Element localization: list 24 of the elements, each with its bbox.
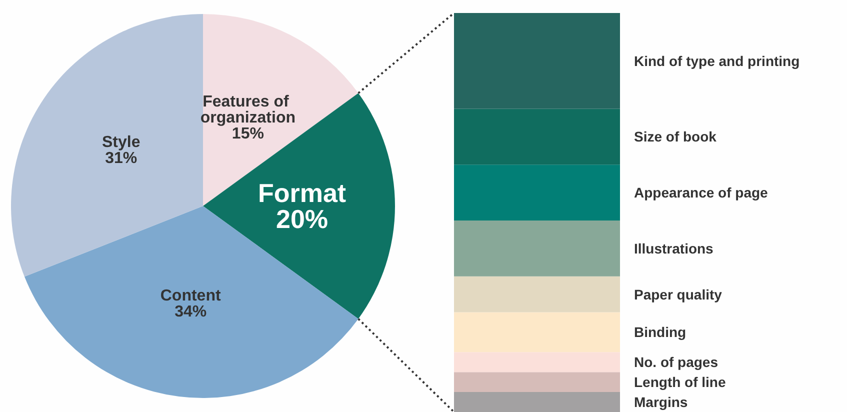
bar — [454, 108, 620, 165]
slice-label: Features of organization — [200, 93, 296, 126]
bar — [454, 392, 620, 412]
series-label: Illustrations — [634, 240, 714, 256]
data-label: 31% — [105, 150, 138, 167]
series-label: Paper quality — [634, 286, 722, 302]
bar — [454, 352, 620, 372]
series-label: Kind of type and printing — [634, 52, 800, 69]
series-label: Size of book — [634, 128, 717, 145]
bar — [454, 220, 620, 276]
bar — [454, 372, 620, 392]
series-label: No. of pages — [634, 354, 718, 370]
bar — [454, 164, 620, 220]
data-label: 15% — [232, 125, 264, 142]
series-label: Margins — [634, 394, 688, 410]
data-label: 34% — [174, 304, 207, 321]
series-label: Appearance of page — [634, 184, 768, 201]
bar — [454, 312, 620, 352]
bar — [454, 276, 620, 312]
series-label: Binding — [634, 324, 686, 340]
bar — [454, 13, 620, 109]
slice-label: Style — [102, 134, 140, 151]
slice-label: Content — [160, 288, 222, 305]
series-label: Length of line — [634, 374, 726, 390]
